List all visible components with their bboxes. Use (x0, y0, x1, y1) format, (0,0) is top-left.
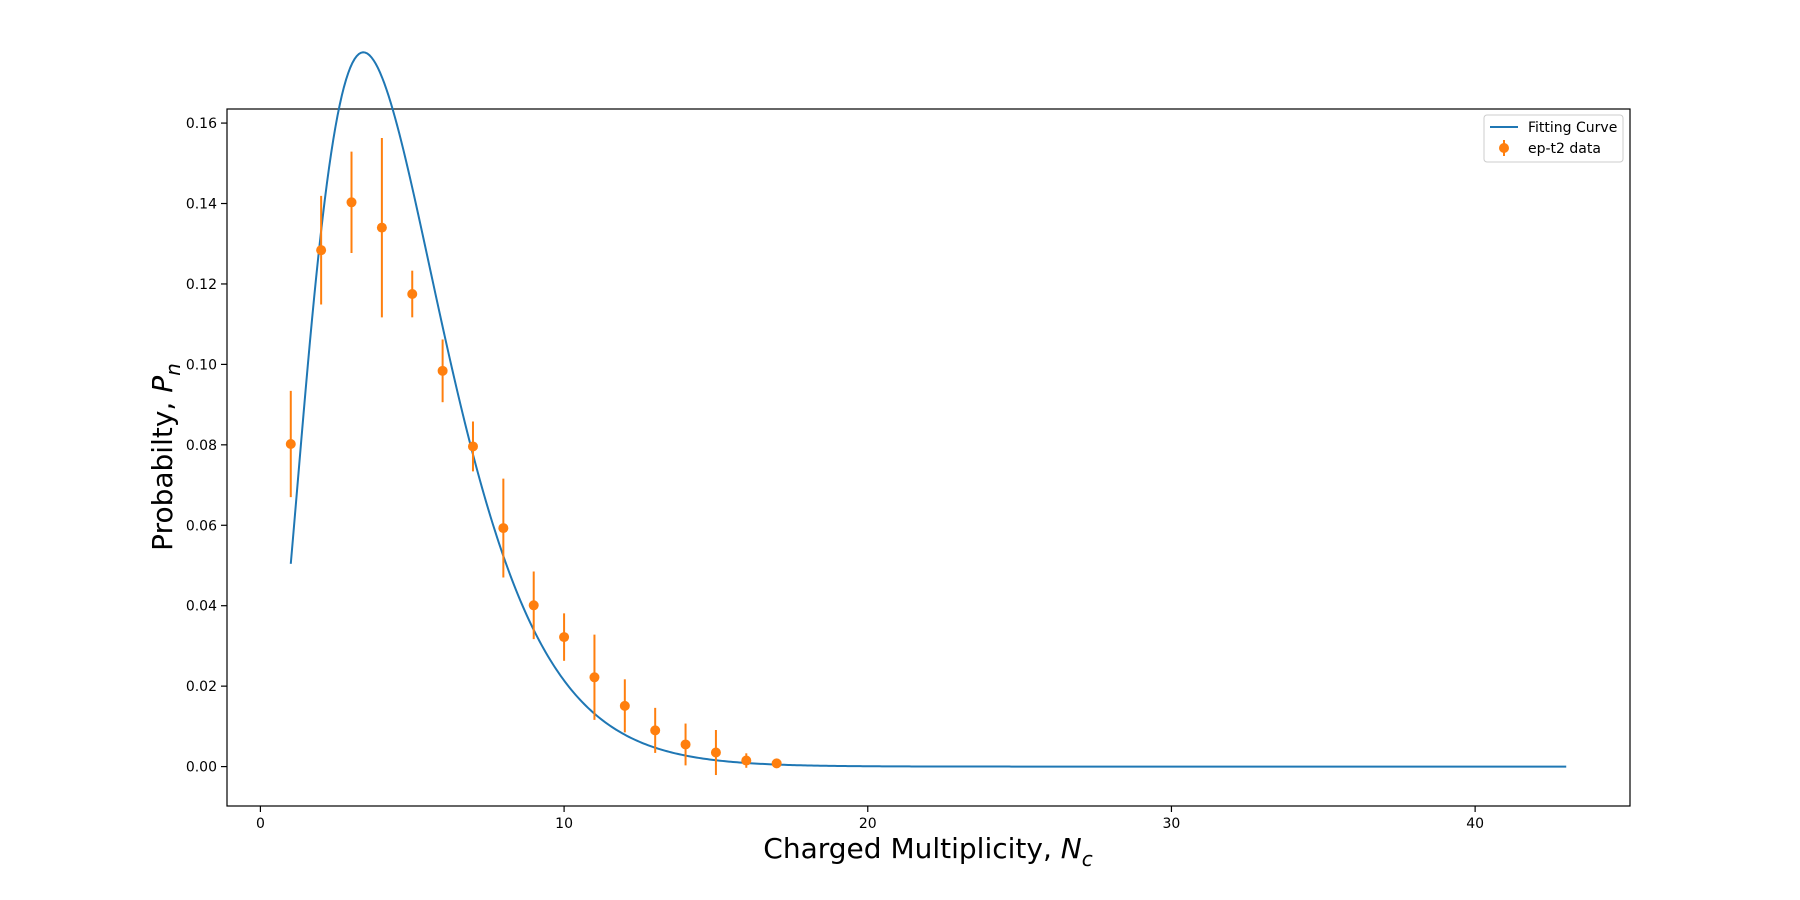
x-tick-label: 30 (1163, 816, 1181, 832)
x-tick-label: 40 (1466, 816, 1484, 832)
y-tick-label: 0.00 (186, 760, 217, 776)
data-point (650, 725, 661, 736)
data-point (346, 197, 357, 208)
x-axis-label: Charged Multiplicity, Nc (763, 832, 1092, 871)
x-tick-label: 10 (555, 816, 573, 832)
y-tick-label: 0.02 (186, 679, 217, 695)
x-tick-label: 20 (859, 816, 877, 832)
y-tick-label: 0.08 (186, 438, 217, 454)
data-point (710, 747, 721, 758)
data-point (467, 441, 478, 452)
y-axis-label: Probabilty, Pn (146, 363, 185, 551)
y-tick-label: 0.14 (186, 197, 217, 213)
data-point (771, 758, 782, 769)
data-point (741, 755, 752, 766)
ep-t2-data-series (285, 137, 782, 776)
y-tick-label: 0.16 (186, 116, 217, 132)
data-point (589, 672, 600, 683)
data-point (316, 245, 327, 256)
y-tick-label: 0.06 (186, 518, 217, 534)
data-point (498, 523, 509, 534)
data-point (680, 739, 691, 750)
data-point (376, 222, 387, 233)
y-tick-label: 0.12 (186, 277, 217, 293)
legend-data-marker (1499, 143, 1509, 153)
data-point (619, 700, 630, 711)
data-point (407, 289, 418, 300)
data-point (559, 632, 570, 643)
data-point (437, 365, 448, 376)
plot-area (226, 108, 1631, 807)
legend-fitting-curve-label: Fitting Curve (1528, 120, 1617, 136)
data-point (285, 439, 296, 450)
data-point (528, 600, 539, 611)
legend-data-label: ep-t2 data (1528, 141, 1601, 157)
y-axis-ticks: 0.00 0.02 0.04 0.06 0.08 0.10 0.12 0.14 0.16 (186, 116, 227, 776)
x-tick-label: 0 (256, 816, 265, 832)
legend: Fitting Curve ep-t2 data (1483, 114, 1624, 163)
y-tick-label: 0.10 (186, 357, 217, 373)
y-tick-label: 0.04 (186, 599, 217, 615)
x-axis-ticks: 0 10 20 30 40 (256, 806, 1484, 832)
